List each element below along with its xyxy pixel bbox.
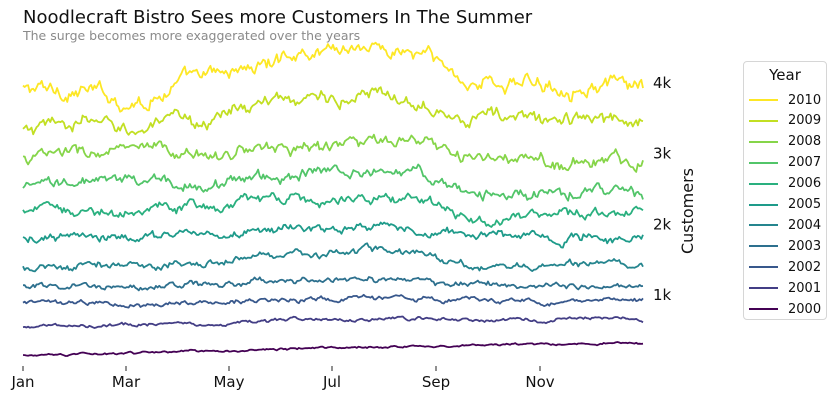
chart-title: Noodlecraft Bistro Sees more Customers I… xyxy=(23,7,533,28)
legend-label-2010: 2010 xyxy=(788,92,822,108)
legend-item-2007: 2007 xyxy=(749,153,821,173)
legend-title: Year xyxy=(769,66,801,84)
y-axis: 1k 2k 3k 4k Customers xyxy=(653,74,697,304)
series-line-2009 xyxy=(22,86,644,136)
series-lines xyxy=(22,41,644,357)
legend-label-2000: 2000 xyxy=(788,301,822,317)
x-tick-label-may: May xyxy=(213,373,244,391)
legend-item-2000: 2000 xyxy=(749,299,821,319)
legend-label-2008: 2008 xyxy=(788,134,822,150)
legend-label-2005: 2005 xyxy=(788,197,822,212)
series-line-2001 xyxy=(22,315,644,329)
legend-item-2001: 2001 xyxy=(749,278,821,298)
y-axis-label: Customers xyxy=(678,168,697,254)
legend-label-2007: 2007 xyxy=(788,155,822,171)
legend-item-2010: 2010 xyxy=(749,90,821,110)
series-line-2003 xyxy=(23,276,644,292)
legend-swatch-2002 xyxy=(749,266,778,269)
legend-swatch-2001 xyxy=(749,287,778,290)
legend-label-2004: 2004 xyxy=(788,217,822,233)
legend-swatch-2009 xyxy=(749,119,778,122)
legend-item-2003: 2003 xyxy=(749,236,821,256)
series-line-2006 xyxy=(22,192,644,228)
chart-subtitle: The surge becomes more exaggerated over … xyxy=(23,28,361,43)
series-line-2007 xyxy=(22,163,644,202)
y-tick-label-4k: 4k xyxy=(653,74,672,92)
legend-label-2002: 2002 xyxy=(788,259,822,275)
x-tick-label-jul: Jul xyxy=(322,373,341,391)
legend-swatch-2004 xyxy=(749,224,778,227)
x-tick-label-nov: Nov xyxy=(525,373,554,391)
legend-swatch-2008 xyxy=(749,140,778,143)
series-line-2005 xyxy=(22,221,644,249)
legend-label-2001: 2001 xyxy=(788,280,822,296)
legend-label-2006: 2006 xyxy=(788,176,822,192)
legend-label-2009: 2009 xyxy=(788,113,822,129)
legend-swatch-2006 xyxy=(749,182,778,185)
legend-item-2006: 2006 xyxy=(749,174,821,194)
legend-item-2004: 2004 xyxy=(749,215,821,235)
legend-swatch-2005 xyxy=(749,203,778,206)
y-tick-label-1k: 1k xyxy=(653,286,672,304)
x-tick-label-jan: Jan xyxy=(10,373,34,391)
series-line-2002 xyxy=(22,293,644,309)
legend-swatch-2003 xyxy=(749,245,778,248)
y-tick-label-2k: 2k xyxy=(653,215,672,233)
legend-swatch-2010 xyxy=(749,99,778,101)
legend: Year 2010 2009 2008 2007 2006 2005 2004 2003 200… xyxy=(743,61,827,320)
y-tick-label-3k: 3k xyxy=(653,145,672,163)
series-line-2008 xyxy=(22,133,644,173)
series-line-2010 xyxy=(22,41,644,113)
legend-item-2005: 2005 xyxy=(749,195,821,215)
legend-item-2002: 2002 xyxy=(749,257,821,277)
legend-item-2009: 2009 xyxy=(749,111,821,131)
legend-item-2008: 2008 xyxy=(749,132,821,152)
x-axis: Jan Mar May Jul Sep Nov xyxy=(10,366,555,391)
legend-swatch-2000 xyxy=(749,308,778,310)
legend-label-2003: 2003 xyxy=(788,238,822,254)
series-line-2000 xyxy=(22,341,644,357)
x-tick-label-mar: Mar xyxy=(112,373,141,391)
series-line-2004 xyxy=(22,242,644,273)
legend-swatch-2007 xyxy=(749,161,778,164)
x-tick-label-sep: Sep xyxy=(422,373,450,391)
